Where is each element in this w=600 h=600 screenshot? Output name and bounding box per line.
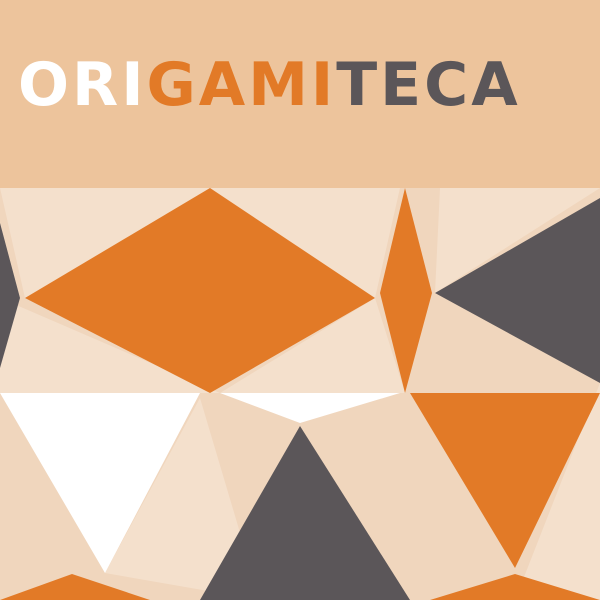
light-facet-top-middle (210, 188, 400, 298)
gray-triangle-left-edge (0, 223, 20, 368)
light-facet-mid-center (220, 298, 405, 393)
geometric-pattern (0, 188, 600, 600)
light-facet-bottom-right (515, 383, 600, 600)
orange-triangle-lower-right (410, 393, 600, 568)
logo-segment-teca: TECA (336, 50, 521, 120)
header-band: ORIGAMITECA (0, 0, 600, 188)
logo-segment-gami: GAMI (146, 50, 337, 120)
light-facet-top-right (435, 188, 600, 293)
orange-diamond-narrow (380, 188, 432, 393)
gray-triangle-lower-middle (200, 426, 410, 600)
light-facet-bottom-left (105, 398, 260, 600)
orange-sliver-bottom-right (430, 574, 600, 600)
logo-segment-ori: ORI (18, 50, 147, 120)
gray-triangle-right (435, 198, 600, 383)
light-facet-top-left (0, 188, 210, 298)
white-sliver-lower-middle (220, 393, 400, 423)
orange-diamond-large (25, 188, 375, 393)
brand-logo: ORIGAMITECA (18, 55, 521, 115)
white-triangle-lower-left (0, 393, 200, 573)
orange-sliver-bottom-left (0, 574, 150, 600)
